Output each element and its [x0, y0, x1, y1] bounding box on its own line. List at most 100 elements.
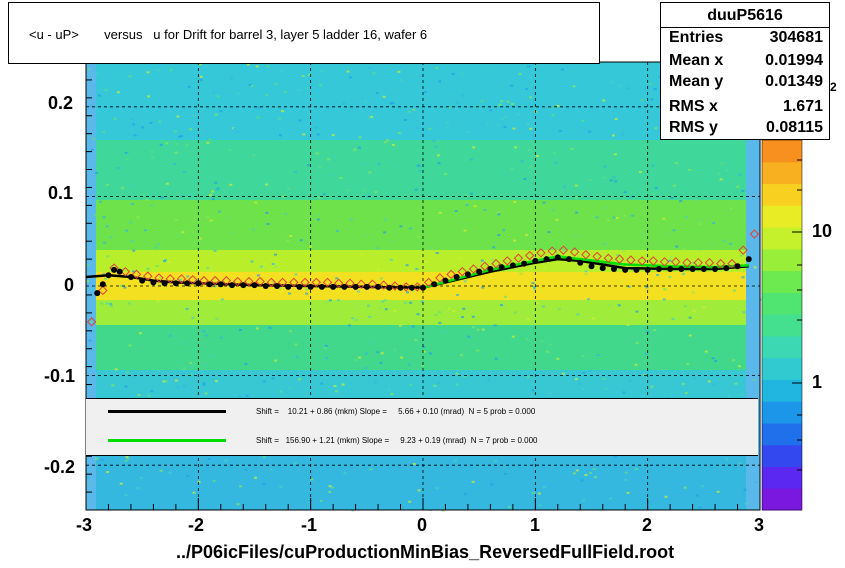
heatmap-cell — [206, 216, 210, 219]
heatmap-cell — [652, 282, 655, 285]
heatmap-cell — [384, 299, 388, 301]
fit-legend: Shift = 10.21 + 0.86 (mkm) Slope = 5.66 … — [86, 398, 758, 456]
data-point-diamond — [210, 275, 220, 286]
heatmap-cell — [119, 284, 123, 287]
heatmap-cell — [363, 162, 367, 165]
stats-value: 0.01994 — [765, 52, 823, 69]
data-point-dot — [644, 266, 651, 273]
heatmap-cell — [424, 91, 427, 93]
heatmap-cell — [533, 285, 537, 288]
heatmap-cell — [575, 196, 578, 199]
heatmap-cell — [305, 87, 309, 90]
heatmap-cell — [163, 259, 167, 262]
heatmap-cell — [525, 338, 529, 341]
heatmap-cell — [609, 497, 613, 500]
heatmap-cell — [601, 176, 605, 179]
heatmap-cell — [502, 229, 505, 232]
data-point-dot — [599, 265, 606, 272]
heatmap-cell — [102, 216, 106, 219]
heatmap-cell — [709, 242, 713, 245]
heatmap-cell — [610, 81, 614, 84]
data-point-diamond — [648, 256, 658, 266]
heatmap-cell — [133, 375, 137, 378]
heatmap-cell — [138, 332, 142, 335]
heatmap-cell — [713, 383, 716, 386]
heatmap-cell — [125, 229, 129, 232]
heatmap-cell — [400, 356, 404, 359]
heatmap-cell — [357, 146, 361, 149]
heatmap-cell — [554, 161, 558, 164]
heatmap-cell — [527, 149, 531, 151]
data-point-dot — [105, 272, 112, 279]
heatmap-band — [96, 325, 746, 370]
heatmap-cell — [403, 119, 407, 121]
heatmap-cell — [384, 308, 388, 311]
heatmap-cell — [208, 138, 212, 141]
heatmap-cell — [526, 122, 529, 125]
heatmap-cell — [626, 87, 630, 90]
heatmap-cell — [126, 458, 130, 460]
colorbar-segment — [762, 466, 802, 489]
heatmap-cell — [104, 277, 108, 280]
heatmap-cell — [489, 109, 493, 112]
heatmap-cell — [666, 231, 670, 234]
heatmap-cell — [250, 260, 254, 263]
heatmap-cell — [128, 75, 132, 78]
heatmap-cell — [603, 242, 607, 245]
heatmap-cell — [383, 231, 387, 234]
heatmap-cell — [438, 211, 442, 214]
heatmap-cell — [584, 474, 588, 476]
heatmap-cell — [612, 134, 615, 137]
heatmap-cell — [381, 300, 385, 303]
heatmap-cell — [473, 205, 477, 208]
heatmap-cell — [662, 217, 666, 220]
heatmap-cell — [333, 155, 337, 158]
heatmap-cell — [407, 363, 411, 366]
heatmap-cell — [416, 313, 420, 316]
data-point-diamond — [244, 276, 254, 287]
heatmap-cell — [213, 285, 217, 288]
heatmap-cell — [295, 356, 299, 359]
heatmap-cell — [279, 390, 283, 393]
heatmap-cell — [743, 488, 747, 491]
heatmap-cell — [382, 95, 386, 98]
heatmap-cell — [93, 214, 97, 217]
heatmap-cell — [305, 288, 309, 291]
heatmap-cell — [453, 459, 457, 462]
heatmap-cell — [307, 73, 311, 76]
heatmap-cell — [472, 146, 476, 149]
heatmap-cell — [511, 335, 515, 338]
heatmap-cell — [500, 304, 503, 307]
heatmap-cell — [126, 158, 130, 161]
heatmap-cell — [698, 219, 702, 222]
heatmap-cell — [722, 239, 726, 242]
heatmap-cell — [416, 126, 419, 129]
heatmap-cell — [309, 245, 313, 248]
heatmap-cell — [294, 170, 298, 173]
heatmap-cell — [288, 292, 292, 295]
heatmap-cell — [289, 235, 293, 237]
heatmap-cell — [260, 265, 263, 268]
heatmap-cell — [649, 82, 653, 85]
heatmap-cell — [487, 379, 491, 382]
heatmap-cell — [383, 218, 387, 221]
heatmap-cell — [538, 504, 542, 507]
heatmap-cell — [89, 320, 93, 323]
heatmap-cell — [505, 173, 509, 176]
heatmap-cell — [681, 272, 685, 275]
heatmap-cell — [376, 247, 380, 250]
heatmap-cell — [226, 216, 230, 219]
heatmap-cell — [393, 348, 397, 351]
heatmap-cell — [114, 368, 118, 371]
x-tick-label: 0 — [417, 515, 428, 535]
data-point-diamond — [569, 247, 580, 257]
heatmap-cell — [606, 219, 610, 222]
heatmap-cell — [446, 126, 450, 129]
heatmap-cell — [548, 343, 552, 346]
heatmap-cell — [370, 340, 374, 343]
heatmap-cell — [256, 116, 260, 119]
heatmap-cell — [380, 352, 384, 355]
heatmap-cell — [389, 258, 393, 261]
heatmap-cell — [527, 65, 531, 68]
heatmap-cell — [139, 477, 143, 479]
